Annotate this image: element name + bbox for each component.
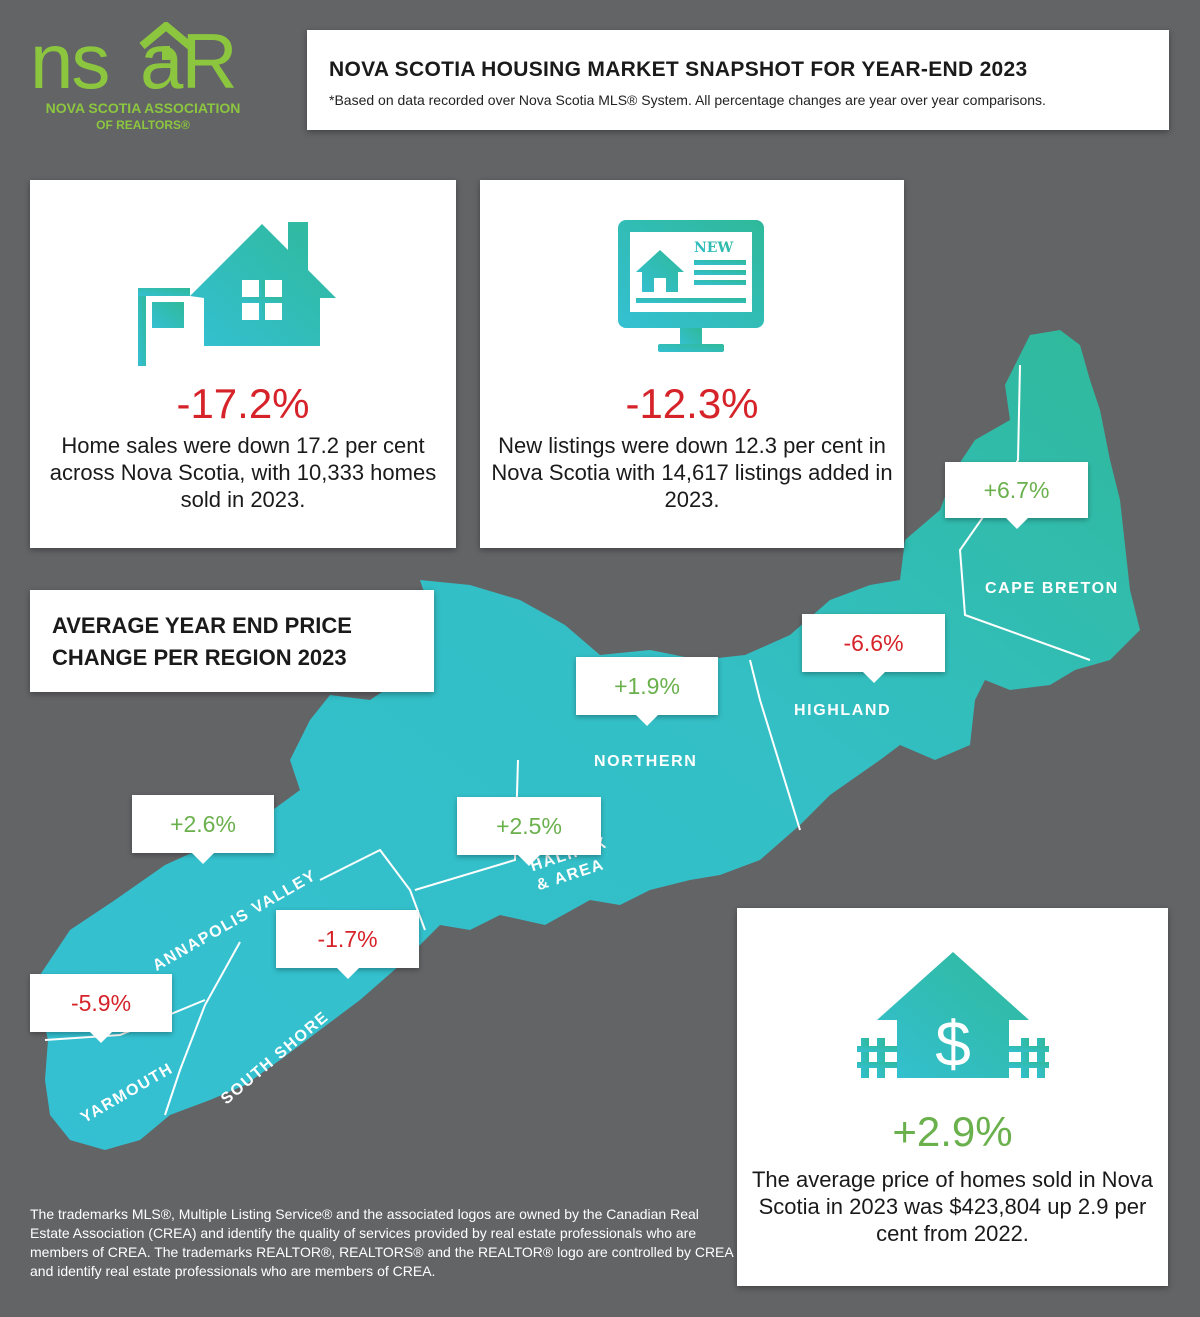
logo-org-line2: OF REALTORS® xyxy=(96,118,190,132)
region-label-northern: NORTHERN xyxy=(594,753,698,770)
callout-highland: -6.6% xyxy=(802,614,945,683)
region-label-highland: HIGHLAND xyxy=(794,702,892,719)
house-for-sale-icon xyxy=(138,222,336,366)
callout-cape-breton: +6.7% xyxy=(945,462,1088,529)
new-listings-percent: -12.3% xyxy=(625,380,759,427)
home-sales-card: -17.2% Home sales were down 17.2 per cen… xyxy=(30,180,456,548)
callout-south-shore: -1.7% xyxy=(276,910,419,979)
new-listings-description: New listings were down 12.3 per cent in … xyxy=(491,433,893,512)
nsar-logo-icon: ns aR xyxy=(30,22,238,102)
svg-text:aR: aR xyxy=(140,22,236,102)
house-dollar-icon: $ xyxy=(857,952,1049,1080)
regions-title: AVERAGE YEAR END PRICE CHANGE PER REGION… xyxy=(52,613,352,670)
new-badge: NEW xyxy=(694,240,733,256)
title-note: *Based on data recorded over Nova Scotia… xyxy=(329,92,1046,108)
region-label-cape-breton: CAPE BRETON xyxy=(985,580,1119,597)
logo-org-name: NOVA SCOTIA ASSOCIATION OF REALTORS® xyxy=(28,100,258,134)
monitor-new-listing-icon: NEW xyxy=(618,220,764,352)
callout-northern: +1.9% xyxy=(576,657,718,726)
logo-org-line1: NOVA SCOTIA ASSOCIATION xyxy=(45,100,241,116)
callout-annapolis-valley: +2.6% xyxy=(132,795,274,864)
page-title: NOVA SCOTIA HOUSING MARKET SNAPSHOT FOR … xyxy=(329,58,1028,81)
callout-yarmouth: -5.9% xyxy=(30,974,172,1043)
dollar-sign: $ xyxy=(935,1008,971,1080)
average-price-card: $ +2.9% The average price of homes sold … xyxy=(737,908,1168,1286)
callout-halifax: +2.5% xyxy=(457,797,601,866)
title-card: NOVA SCOTIA HOUSING MARKET SNAPSHOT FOR … xyxy=(307,30,1169,130)
svg-text:ns: ns xyxy=(30,22,108,102)
home-sales-percent: -17.2% xyxy=(176,380,310,427)
trademark-footer: The trademarks MLS®, Multiple Listing Se… xyxy=(30,1206,733,1279)
home-sales-description: Home sales were down 17.2 per cent acros… xyxy=(49,433,437,512)
average-price-percent: +2.9% xyxy=(892,1108,1013,1155)
average-price-description: The average price of homes sold in Nova … xyxy=(751,1167,1154,1246)
new-listings-card: NEW -12.3% New listings were down 12.3 p… xyxy=(480,180,904,548)
regions-title-card: AVERAGE YEAR END PRICE CHANGE PER REGION… xyxy=(30,590,434,692)
